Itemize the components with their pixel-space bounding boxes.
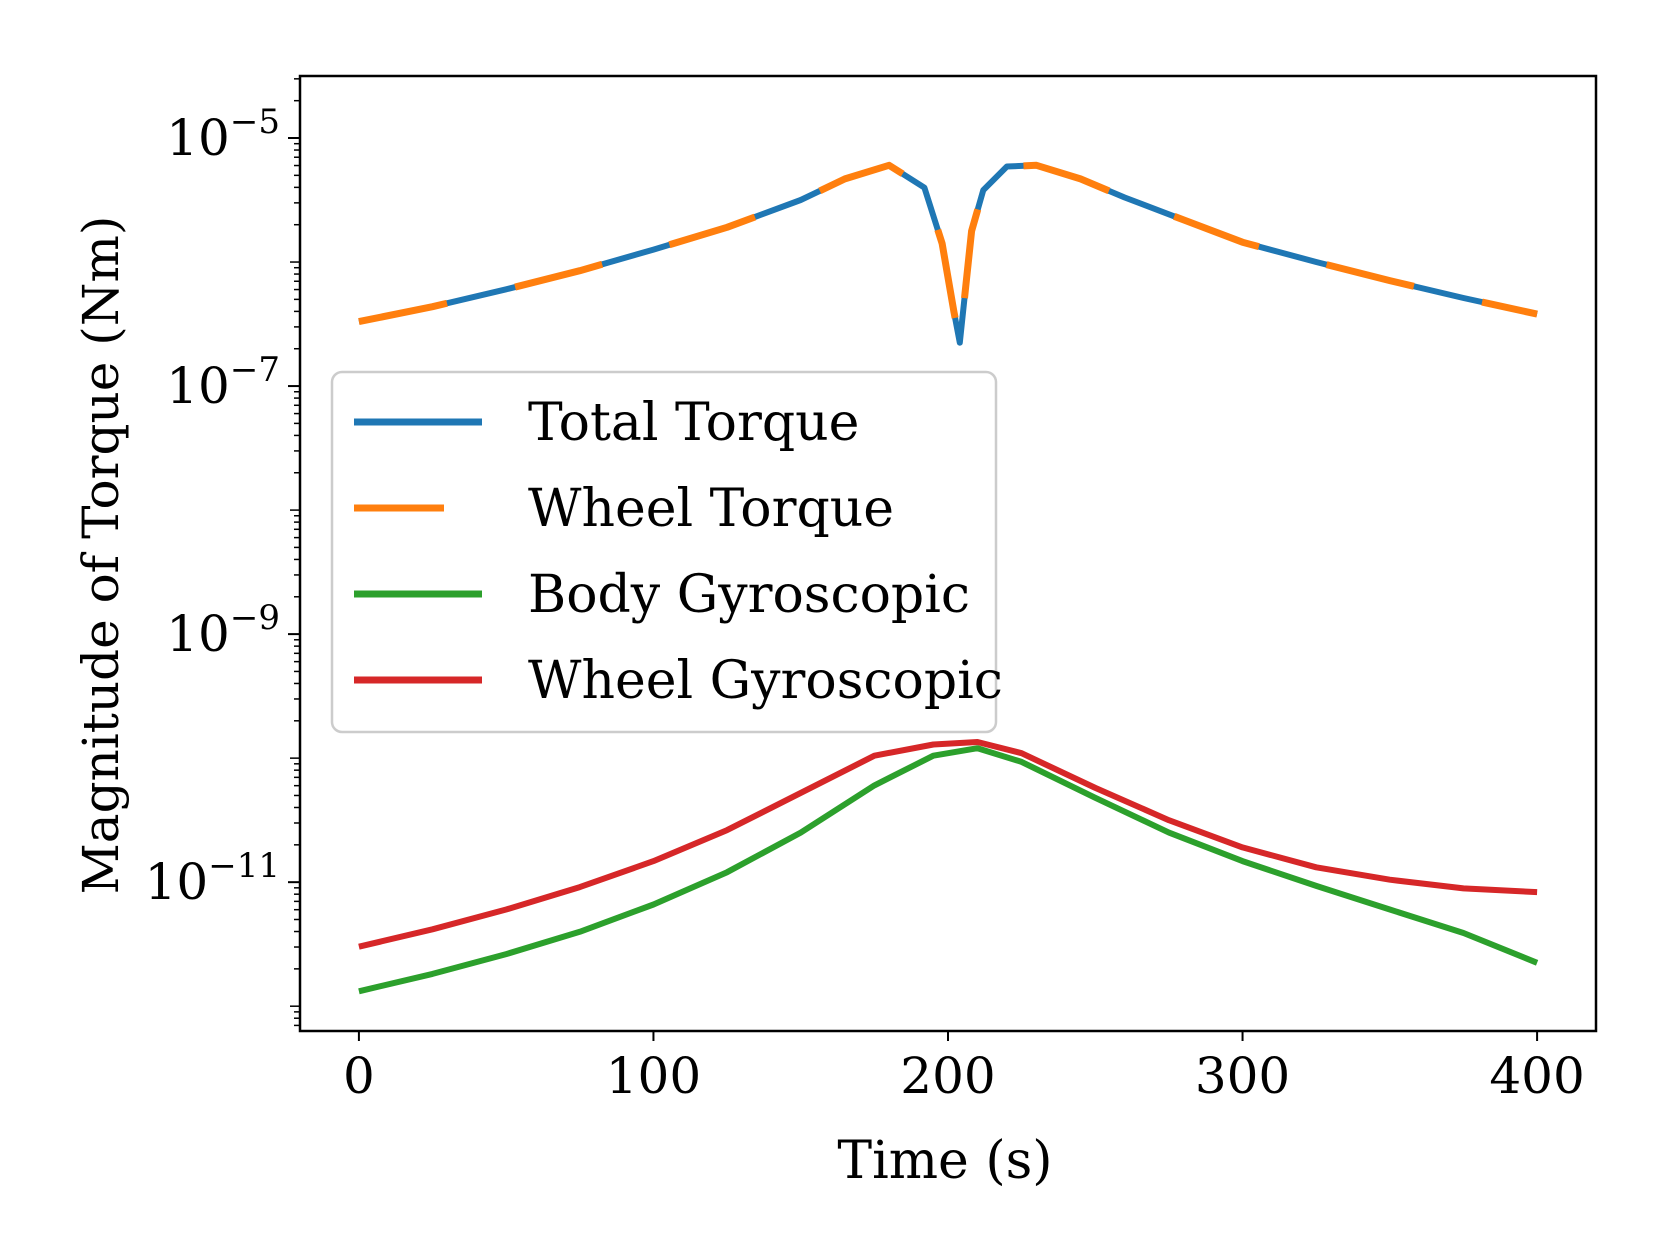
- x-axis-label: Time (s): [837, 1131, 1052, 1191]
- axes-layer: 0 100 200 300 400 10−5 10−7 10−9 10−11: [145, 74, 1598, 1105]
- legend-box: [330, 370, 998, 734]
- x-tick-label-400: 400: [1489, 1047, 1584, 1105]
- x-tick-label-300: 300: [1195, 1047, 1290, 1105]
- y-tick-label-0: 10−5: [166, 102, 280, 167]
- legend-label-wheel-torque: Wheel Torque: [528, 479, 894, 539]
- series-line-wheel-gyroscopic: [358, 739, 1538, 950]
- legend-label-body-gyroscopic: Body Gyroscopic: [528, 565, 970, 625]
- legend: Total Torque Wheel Torque Body Gyroscopic W…: [330, 370, 1003, 734]
- y-axis-label: Magnitude of Torque (Nm): [72, 216, 130, 895]
- x-tick-label-200: 200: [900, 1047, 995, 1105]
- legend-label-total-torque: Total Torque: [528, 393, 859, 453]
- y-tick-label-2: 10−9: [166, 598, 280, 663]
- series-line-total-torque: [358, 162, 1538, 346]
- series-layer: [358, 161, 1539, 995]
- y-tick-label-3: 10−11: [145, 846, 280, 911]
- x-tick-label-100: 100: [606, 1047, 701, 1105]
- series-line-wheel-torque: [358, 161, 1538, 347]
- x-tick-label-0: 0: [343, 1047, 375, 1105]
- y-tick-label-1: 10−7: [166, 350, 280, 415]
- series-line-body-gyroscopic: [358, 745, 1539, 995]
- legend-label-wheel-gyroscopic: Wheel Gyroscopic: [528, 651, 1003, 711]
